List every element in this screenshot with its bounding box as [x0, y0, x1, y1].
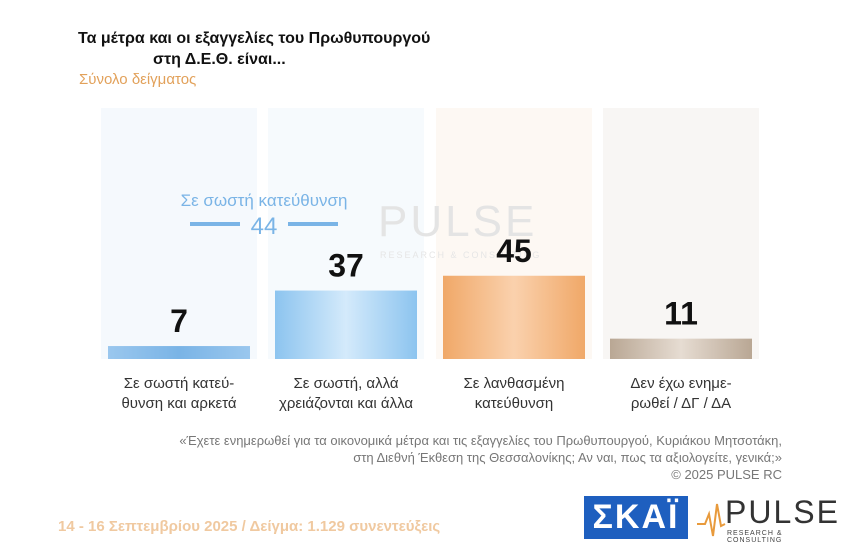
category-label-line: θυνση και αρκετά	[121, 395, 237, 412]
pulse-wave-icon	[697, 503, 726, 537]
bar-3	[443, 275, 585, 359]
bar-2	[275, 290, 417, 359]
bar-background-1	[101, 108, 257, 359]
category-label-line: Δεν έχω ενημε-	[630, 375, 732, 392]
copyright: © 2025 PULSE RC	[671, 467, 782, 482]
question-note: «Έχετε ενημερωθεί για τα οικονομικά μέτρ…	[179, 432, 782, 483]
category-label-3: Σε λανθασμένη κατεύθυνση	[429, 374, 599, 414]
bar-value-label-4: 11	[664, 296, 698, 332]
bar-4	[610, 338, 752, 359]
category-label-line: χρειάζονται και άλλα	[278, 395, 414, 412]
category-label-1: Σε σωστή κατεύ-θυνση και αρκετά	[94, 374, 264, 414]
pulse-logo: PULSE RESEARCH & CONSULTING	[697, 494, 838, 544]
category-label-line: ρωθεί / ΔΓ / ΔΑ	[630, 395, 732, 412]
bar-value-label-1: 7	[170, 303, 188, 339]
title-line-2: στη Δ.Ε.Θ. είναι...	[153, 51, 286, 68]
question-line-2: στη Διεθνή Έκθεση της Θεσσαλονίκης; Αν ν…	[353, 450, 782, 465]
title-line-1: Τα μέτρα και οι εξαγγελίες του Πρωθυπουρ…	[78, 30, 431, 47]
fieldwork-footer: 14 - 16 Σεπτεμβρίου 2025 / Δείγμα: 1.129…	[58, 518, 441, 535]
skai-logo: ΣΚΑΪ	[584, 496, 688, 539]
bar-value-label-2: 37	[328, 248, 364, 284]
category-label-4: Δεν έχω ενημε-ρωθεί / ΔΓ / ΔΑ	[596, 374, 766, 414]
category-label-line: Σε σωστή κατεύ-	[123, 375, 235, 392]
subtitle: Σύνολο δείγματος	[79, 71, 197, 88]
annotation-value: 44	[251, 213, 278, 240]
pulse-tagline: RESEARCH & CONSULTING	[727, 530, 783, 544]
category-label-2: Σε σωστή, αλλά χρειάζονται και άλλα	[261, 374, 431, 414]
bar-value-label-3: 45	[496, 233, 532, 269]
category-label-line: Σε σωστή, αλλά	[293, 375, 399, 392]
combined-annotation: Σε σωστή κατεύθυνση 44	[181, 191, 348, 240]
page-title: Τα μέτρα και οι εξαγγελίες του Πρωθυπουρ…	[78, 28, 430, 70]
pulse-watermark: PULSE RESEARCH & CONSULTING	[378, 197, 541, 260]
annotation-label: Σε σωστή κατεύθυνση	[181, 191, 348, 210]
watermark-text: PULSE	[378, 197, 537, 246]
bar-chart: PULSE RESEARCH & CONSULTING 7 37 45 11 Σε σ…	[101, 108, 759, 359]
question-line-1: «Έχετε ενημερωθεί για τα οικονομικά μέτρ…	[179, 433, 782, 448]
category-label-line: κατεύθυνση	[474, 395, 554, 412]
bar-1	[108, 346, 250, 359]
watermark-tag: RESEARCH & CONSULTING	[380, 250, 541, 260]
pulse-name: PULSE	[725, 494, 840, 530]
category-label-line: Σε λανθασμένη	[463, 375, 565, 392]
bar-background-4	[603, 108, 759, 359]
